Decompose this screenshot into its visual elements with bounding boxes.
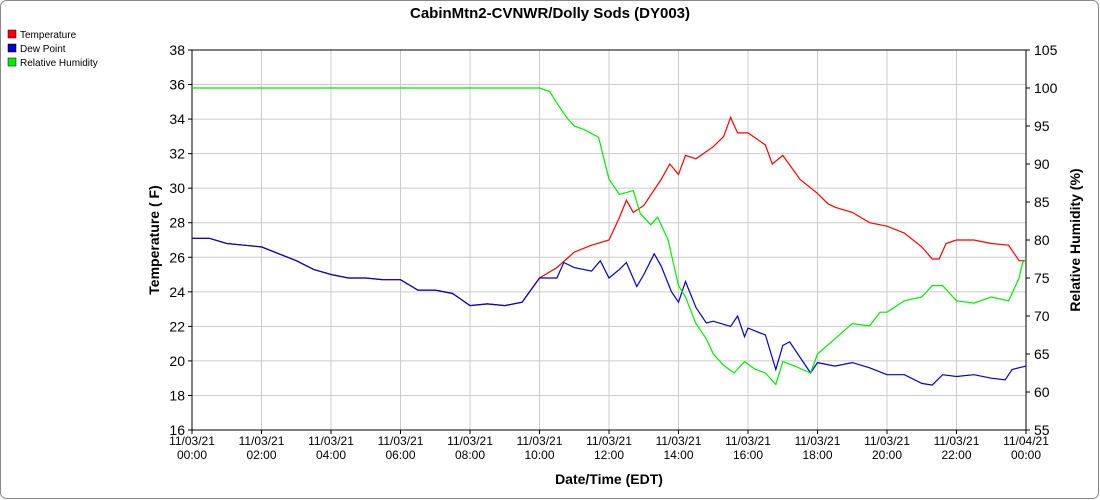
chart-title: CabinMtn2-CVNWR/Dolly Sods (DY003) xyxy=(410,5,690,22)
y2-tick-label: 60 xyxy=(1034,384,1050,400)
y2-tick-label: 55 xyxy=(1034,422,1050,438)
y2-tick-label: 95 xyxy=(1034,118,1050,134)
y-tick-label: 38 xyxy=(169,42,185,58)
x-tick-label: 11/03/21 18:00 xyxy=(795,434,841,462)
y-tick-label: 20 xyxy=(169,353,185,369)
x-tick-label: 11/03/21 14:00 xyxy=(656,434,702,462)
x-tick-label: 11/03/21 20:00 xyxy=(864,434,910,462)
legend-swatch xyxy=(7,29,17,39)
x-tick-label: 11/03/21 12:00 xyxy=(586,434,632,462)
data-line xyxy=(192,237,1027,386)
legend-label: Dew Point xyxy=(20,44,66,55)
y2-tick-label: 85 xyxy=(1034,194,1050,210)
y-tick-label: 22 xyxy=(169,318,185,334)
y2-tick-label: 100 xyxy=(1034,80,1058,96)
y2-tick-label: 80 xyxy=(1034,232,1050,248)
y-tick-label: 28 xyxy=(169,215,185,231)
x-tick-label: 11/03/21 16:00 xyxy=(725,434,771,462)
y2-axis-label: Relative Humidity (%) xyxy=(1067,168,1083,311)
x-tick-label: 11/03/21 08:00 xyxy=(447,434,493,462)
y2-tick-label: 70 xyxy=(1034,308,1050,324)
legend-label: Relative Humidity xyxy=(20,58,98,69)
legend-swatch xyxy=(7,57,17,67)
x-tick-label: 11/03/21 02:00 xyxy=(239,434,285,462)
y-tick-label: 26 xyxy=(169,249,185,265)
y2-tick-label: 65 xyxy=(1034,346,1050,362)
y-tick-label: 18 xyxy=(169,387,185,403)
y-tick-label: 16 xyxy=(169,422,185,438)
y2-tick-label: 90 xyxy=(1034,156,1050,172)
legend-label: Temperature xyxy=(20,30,77,41)
x-tick-label: 11/03/21 22:00 xyxy=(934,434,980,462)
plot-border xyxy=(191,49,1027,431)
x-tick-label: 11/03/21 00:00 xyxy=(169,434,215,462)
x-tick-label: 11/03/21 06:00 xyxy=(378,434,424,462)
x-tick-label: 11/04/21 00:00 xyxy=(1003,434,1049,462)
y-tick-label: 30 xyxy=(169,180,185,196)
y2-tick-label: 105 xyxy=(1034,42,1058,58)
y-axis-label: Temperature ( F) xyxy=(146,185,162,294)
y2-tick-label: 75 xyxy=(1034,270,1050,286)
y-tick-label: 34 xyxy=(169,111,185,127)
x-tick-label: 11/03/21 10:00 xyxy=(517,434,563,462)
x-tick-label: 11/03/21 04:00 xyxy=(308,434,354,462)
y-tick-label: 32 xyxy=(169,146,185,162)
data-line xyxy=(192,87,1027,386)
x-axis-label: Date/Time (EDT) xyxy=(555,471,663,487)
y-tick-label: 24 xyxy=(169,284,185,300)
legend-swatch xyxy=(7,43,17,53)
y-tick-label: 36 xyxy=(169,77,185,93)
